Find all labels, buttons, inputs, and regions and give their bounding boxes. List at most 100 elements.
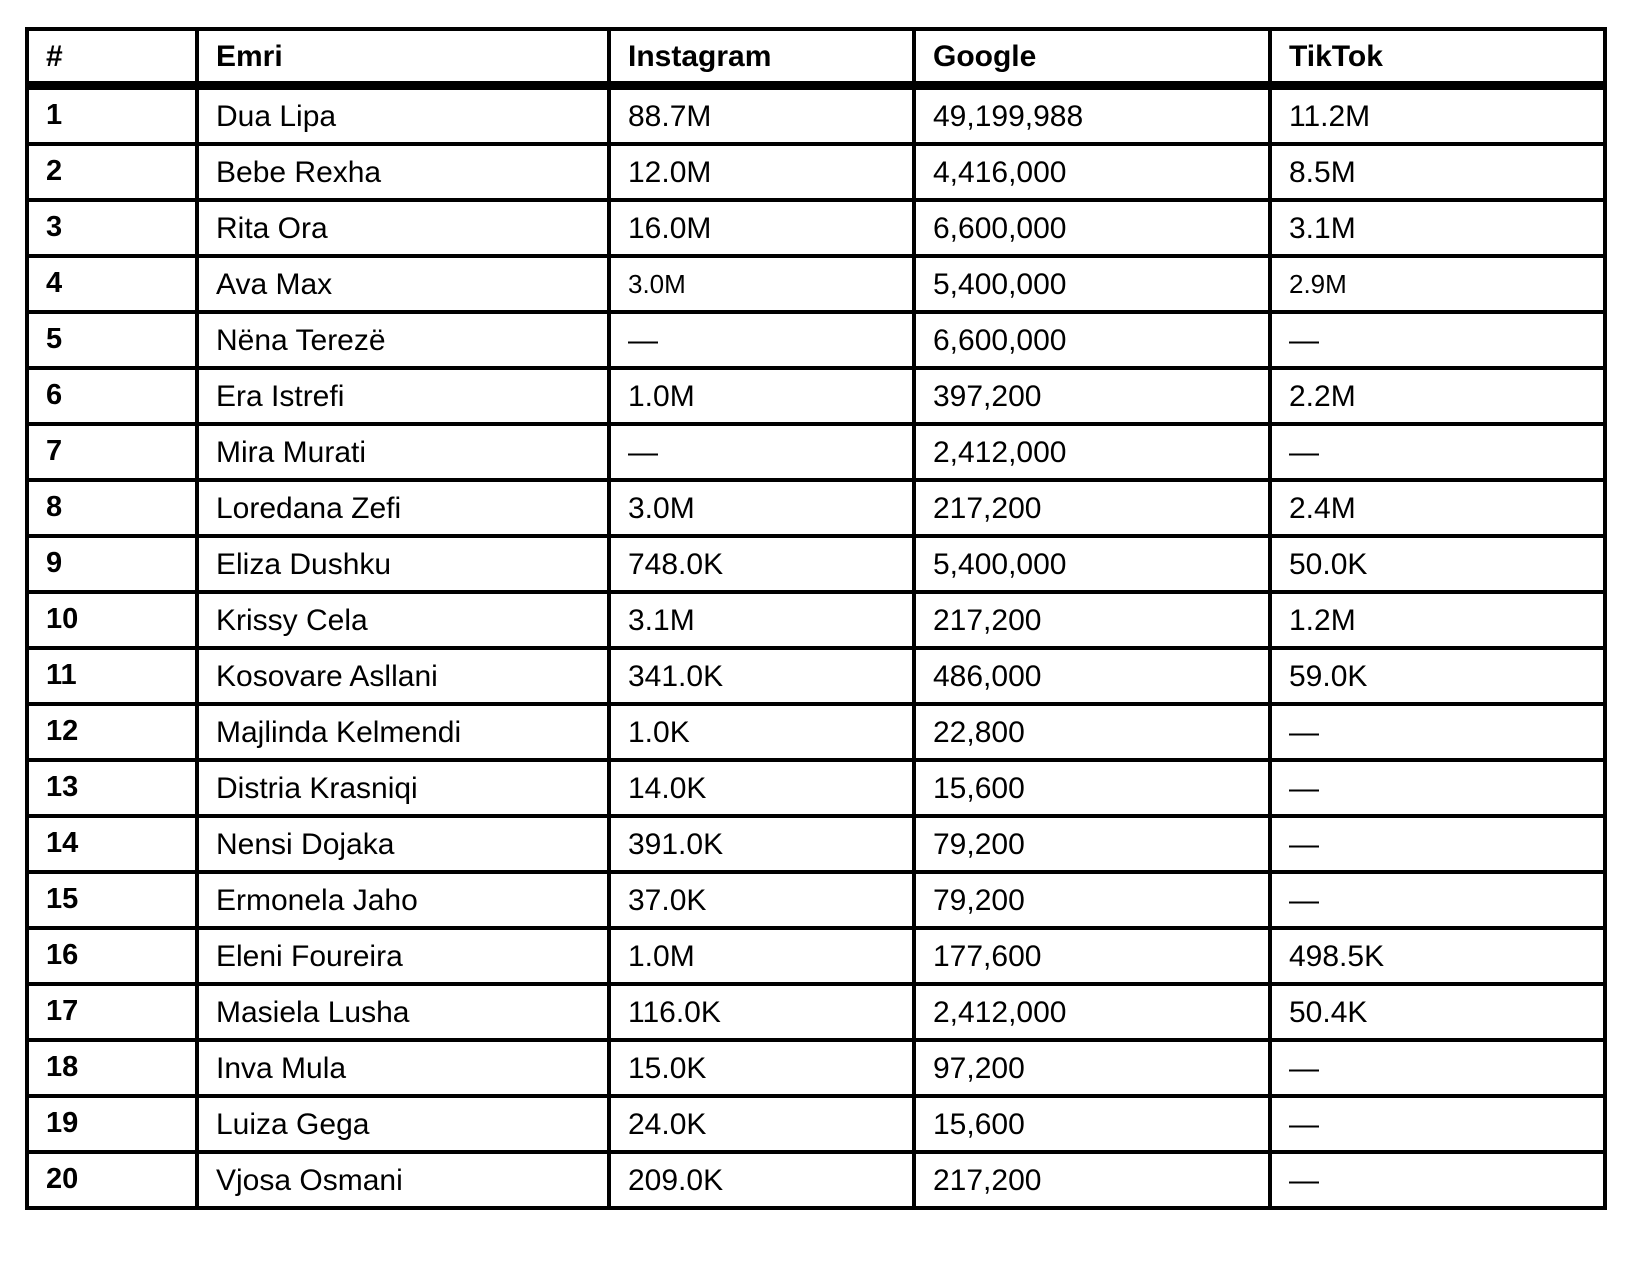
google-cell: 2,412,000 [912, 982, 1272, 1042]
rank-cell: 14 [25, 814, 199, 874]
instagram-cell: 209.0K [607, 1150, 916, 1210]
table-row: 19 Luiza Gega 24.0K 15,600— [25, 1094, 1607, 1154]
table-row: 11 Kosovare Asllani 341.0K 486,000 59.0K [25, 646, 1607, 706]
instagram-cell: 1.0M [607, 926, 916, 986]
rank-cell: 18 [25, 1038, 199, 1098]
name-cell: Dua Lipa [195, 83, 611, 146]
tiktok-cell: 3.1M [1268, 198, 1607, 258]
name-cell: Era Istrefi [195, 366, 611, 426]
rank-cell: 19 [25, 1094, 199, 1154]
rank-cell: 7 [25, 422, 199, 482]
tiktok-cell: 11.2M [1268, 83, 1607, 146]
table-row: 10 Krissy Cela 3.1M 217,200 1.2M [25, 590, 1607, 650]
tiktok-cell: — [1268, 814, 1607, 874]
google-cell: 486,000 [912, 646, 1272, 706]
column-header-google: Google [912, 27, 1272, 90]
tiktok-cell: — [1268, 1038, 1607, 1098]
instagram-cell: 1.0M [607, 366, 916, 426]
table-row: 2 Bebe Rexha 12.0M 4,416,000 8.5M [25, 142, 1607, 202]
instagram-cell: — [607, 310, 916, 370]
instagram-cell: 3.1M [607, 590, 916, 650]
table-row: 4 Ava Max 3.0M 5,400,000 2.9M [25, 254, 1607, 314]
instagram-cell: 748.0K [607, 534, 916, 594]
google-cell: 177,600 [912, 926, 1272, 986]
name-cell: Krissy Cela [195, 590, 611, 650]
rank-cell: 15 [25, 870, 199, 930]
tiktok-cell: — [1268, 310, 1607, 370]
header-row: # Emri Instagram Google TikTok [25, 27, 1607, 90]
rank-cell: 5 [25, 310, 199, 370]
name-cell: Bebe Rexha [195, 142, 611, 202]
table-row: 5 Nëna Terezë —6,600,000— [25, 310, 1607, 370]
instagram-cell: 3.0M [607, 478, 916, 538]
table-row: 8 Loredana Zefi 3.0M 217,200 2.4M [25, 478, 1607, 538]
table-body: 1 Dua Lipa 88.7M 49,199,988 11.2M 2 Bebe Rexha… [25, 83, 1607, 1210]
rank-cell: 17 [25, 982, 199, 1042]
tiktok-cell: 2.9M [1268, 254, 1607, 314]
table-row: 16 Eleni Foureira 1.0M 177,600 498.5K [25, 926, 1607, 986]
tiktok-cell: 59.0K [1268, 646, 1607, 706]
google-cell: 217,200 [912, 478, 1272, 538]
name-cell: Masiela Lusha [195, 982, 611, 1042]
column-header-name: Emri [195, 27, 611, 90]
name-cell: Rita Ora [195, 198, 611, 258]
google-cell: 5,400,000 [912, 534, 1272, 594]
instagram-cell: 12.0M [607, 142, 916, 202]
instagram-cell: 341.0K [607, 646, 916, 706]
name-cell: Nëna Terezë [195, 310, 611, 370]
name-cell: Eliza Dushku [195, 534, 611, 594]
rank-cell: 10 [25, 590, 199, 650]
tiktok-cell: — [1268, 870, 1607, 930]
table-header: # Emri Instagram Google TikTok [25, 27, 1607, 90]
tiktok-cell: — [1268, 702, 1607, 762]
name-cell: Ermonela Jaho [195, 870, 611, 930]
instagram-cell: 15.0K [607, 1038, 916, 1098]
google-cell: 4,416,000 [912, 142, 1272, 202]
google-cell: 217,200 [912, 590, 1272, 650]
table-row: 3 Rita Ora 16.0M 6,600,000 3.1M [25, 198, 1607, 258]
rank-cell: 3 [25, 198, 199, 258]
name-cell: Distria Krasniqi [195, 758, 611, 818]
rank-cell: 11 [25, 646, 199, 706]
google-cell: 6,600,000 [912, 310, 1272, 370]
google-cell: 22,800 [912, 702, 1272, 762]
table-row: 20 Vjosa Osmani 209.0K 217,200— [25, 1150, 1607, 1210]
tiktok-cell: 50.4K [1268, 982, 1607, 1042]
tiktok-cell: 1.2M [1268, 590, 1607, 650]
instagram-cell: — [607, 422, 916, 482]
google-cell: 6,600,000 [912, 198, 1272, 258]
tiktok-cell: 498.5K [1268, 926, 1607, 986]
tiktok-cell: — [1268, 1150, 1607, 1210]
table-row: 15 Ermonela Jaho 37.0K 79,200— [25, 870, 1607, 930]
column-header-instagram: Instagram [607, 27, 916, 90]
tiktok-cell: 8.5M [1268, 142, 1607, 202]
table-row: 18 Inva Mula 15.0K 97,200— [25, 1038, 1607, 1098]
instagram-cell: 116.0K [607, 982, 916, 1042]
name-cell: Nensi Dojaka [195, 814, 611, 874]
followers-table: # Emri Instagram Google TikTok 1 Dua Lipa 88.7… [25, 27, 1607, 1210]
table-row: 7 Mira Murati —2,412,000— [25, 422, 1607, 482]
instagram-cell: 88.7M [607, 83, 916, 146]
tiktok-cell: — [1268, 758, 1607, 818]
google-cell: 49,199,988 [912, 83, 1272, 146]
google-cell: 79,200 [912, 814, 1272, 874]
instagram-cell: 37.0K [607, 870, 916, 930]
instagram-cell: 16.0M [607, 198, 916, 258]
instagram-cell: 3.0M [607, 254, 916, 314]
rank-cell: 9 [25, 534, 199, 594]
instagram-cell: 14.0K [607, 758, 916, 818]
google-cell: 79,200 [912, 870, 1272, 930]
table-row: 12 Majlinda Kelmendi 1.0K 22,800— [25, 702, 1607, 762]
table-row: 9 Eliza Dushku 748.0K 5,400,000 50.0K [25, 534, 1607, 594]
instagram-cell: 391.0K [607, 814, 916, 874]
google-cell: 97,200 [912, 1038, 1272, 1098]
google-cell: 217,200 [912, 1150, 1272, 1210]
table-row: 13 Distria Krasniqi 14.0K 15,600— [25, 758, 1607, 818]
tiktok-cell: 50.0K [1268, 534, 1607, 594]
tiktok-cell: — [1268, 422, 1607, 482]
rank-cell: 1 [25, 83, 199, 146]
name-cell: Mira Murati [195, 422, 611, 482]
name-cell: Loredana Zefi [195, 478, 611, 538]
name-cell: Majlinda Kelmendi [195, 702, 611, 762]
rank-cell: 8 [25, 478, 199, 538]
